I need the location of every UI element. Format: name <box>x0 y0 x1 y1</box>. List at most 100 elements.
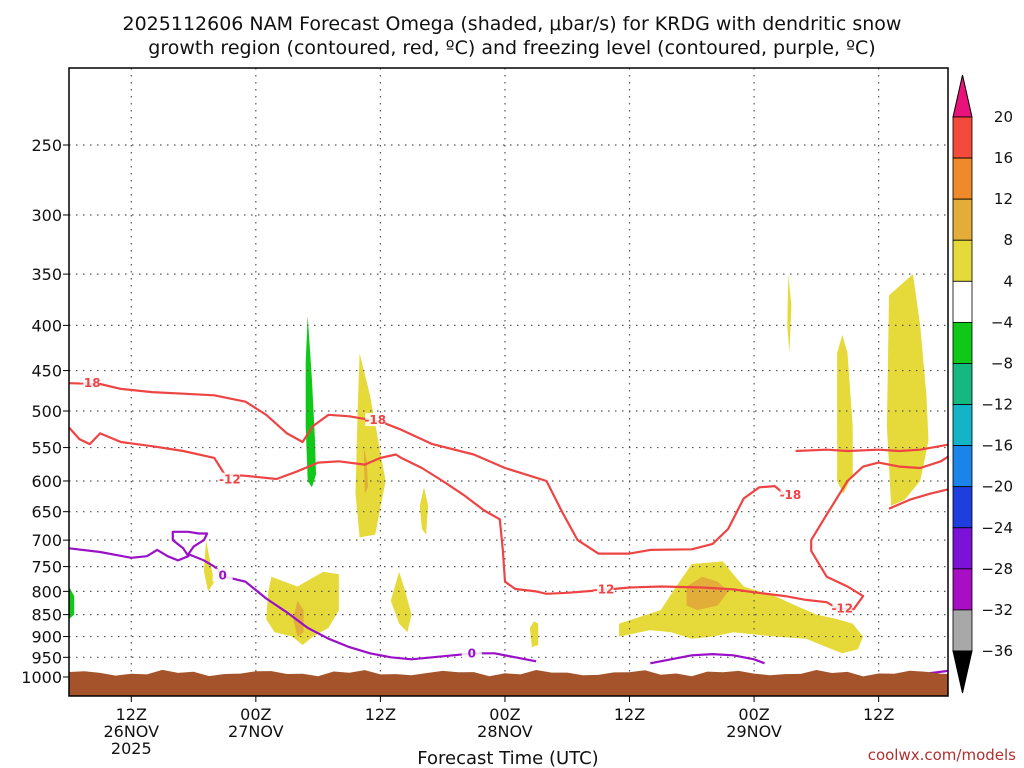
colorbar-bin-9 <box>952 486 973 529</box>
colorbar-label-12: −32 <box>981 601 1013 619</box>
x-tick-label-84-0: 12Z <box>863 705 894 724</box>
colorbar-bin-7 <box>952 404 973 447</box>
y-tick-label-650: 650 <box>31 503 62 522</box>
ground-surface <box>69 669 948 696</box>
dgz-contour-0 <box>69 382 786 555</box>
omega-region-10 <box>619 561 864 654</box>
y-tick-label-450: 450 <box>31 362 62 381</box>
colorbar-bin-4 <box>952 280 973 323</box>
y-tick-label-500: 500 <box>31 402 62 421</box>
x-tick-label-24-1: 27NOV <box>228 722 284 741</box>
colorbar-bin-5 <box>952 321 973 364</box>
y-tick-label-250: 250 <box>31 136 62 155</box>
omega-region-5 <box>419 487 429 535</box>
colorbar-label-13: −36 <box>981 642 1013 660</box>
x-tick-label-12-0: 12Z <box>116 705 147 724</box>
omega-region-6 <box>266 571 339 645</box>
x-tick-label-48-0: 00Z <box>489 705 520 724</box>
x-tick-label-24-0: 00Z <box>240 705 271 724</box>
colorbar-bin-0 <box>952 116 973 159</box>
y-tick-label-700: 700 <box>31 531 62 550</box>
y-tick-label-350: 350 <box>31 265 62 284</box>
x-tick-label-36-0: 12Z <box>365 705 396 724</box>
y-tick-label-550: 550 <box>31 439 62 458</box>
dgz-contour-7 <box>888 488 948 510</box>
omega-region-11 <box>686 576 729 611</box>
dgz-contour-label-3: -12 <box>219 473 241 487</box>
colorbar-label-1: 16 <box>994 149 1013 167</box>
y-tick-label-300: 300 <box>31 206 62 225</box>
colorbar-label-3: 8 <box>1003 231 1013 249</box>
omega-region-8 <box>390 571 412 633</box>
x-axis-label: Forecast Time (UTC) <box>417 748 598 768</box>
freezing-label-bg-1 <box>461 646 482 660</box>
x-tick-label-60-0: 12Z <box>614 705 645 724</box>
dgz-contour-6 <box>795 443 948 453</box>
colorbar-bottom-arrow <box>952 650 973 694</box>
x-tick-label-12-1: 26NOV <box>103 722 159 741</box>
plot-frame <box>68 67 949 697</box>
colorbar-label-2: 12 <box>994 190 1013 208</box>
dgz-label-bg-0 <box>79 376 100 390</box>
colorbar-bin-12 <box>952 609 973 652</box>
plot-area: -18 -18 -18 -12 -12 -12 0 0 250 300 350 400 450 500 55… <box>21 67 949 758</box>
y-tick-label-1000: 1000 <box>21 668 62 687</box>
dgz-label-bg-1 <box>365 413 386 427</box>
colorbar-label-5: −4 <box>991 313 1013 331</box>
chart-title-line-2: growth region (contoured, red, ºC) and f… <box>148 37 875 59</box>
y-tick-label-750: 750 <box>31 558 62 577</box>
x-tick-label-72-1: 29NOV <box>726 722 782 741</box>
dgz-label-bg-4 <box>593 582 614 596</box>
colorbar-bin-10 <box>952 527 973 570</box>
freezing-contour-label-1: 0 <box>468 646 476 660</box>
freezing-contour-0 <box>69 530 537 663</box>
colorbar-label-7: −12 <box>981 396 1013 414</box>
dgz-contour-3 <box>69 426 948 611</box>
colorbar-bin-11 <box>952 568 973 611</box>
colorbar-bin-8 <box>952 445 973 488</box>
colorbar-bin-3 <box>952 239 973 282</box>
chart-title-line-1: 2025112606 NAM Forecast Omega (shaded, μ… <box>123 13 902 35</box>
colorbar-label-11: −28 <box>981 560 1013 578</box>
omega-region-0 <box>203 540 215 592</box>
omega-region-4 <box>363 447 368 494</box>
y-tick-label-800: 800 <box>31 582 62 601</box>
omega-region-14 <box>787 274 792 354</box>
x-tick-label-48-1: 28NOV <box>477 722 533 741</box>
dgz-contour-label-1: -18 <box>364 413 386 427</box>
colorbar-top-arrow <box>952 74 973 118</box>
dgz-contour-label-4: -12 <box>593 582 615 596</box>
omega-region-13 <box>886 274 929 506</box>
x-tick-label-12-2: 2025 <box>111 739 152 758</box>
colorbar-label-0: 20 <box>994 108 1013 126</box>
omega-region-9 <box>529 621 539 648</box>
dgz-label-bg-2 <box>780 487 801 501</box>
freezing-label-bg-0 <box>212 568 233 582</box>
x-tick-label-72-0: 00Z <box>738 705 769 724</box>
y-tick-label-950: 950 <box>31 648 62 667</box>
dgz-label-bg-3 <box>219 472 240 486</box>
colorbar-label-10: −24 <box>981 519 1013 537</box>
omega-region-2 <box>69 586 75 620</box>
dgz-label-bg-5 <box>832 601 853 615</box>
plot-content: -18 -18 -18 -12 -12 -12 0 0 <box>69 68 948 696</box>
colorbar-bin-2 <box>952 198 973 241</box>
y-tick-label-600: 600 <box>31 472 62 491</box>
dgz-contour-label-0: -18 <box>79 376 101 390</box>
dgz-contour-label-2: -18 <box>780 488 802 502</box>
y-tick-label-850: 850 <box>31 606 62 625</box>
colorbar-label-6: −8 <box>991 354 1013 372</box>
freezing-contour-2 <box>650 652 765 665</box>
y-tick-label-400: 400 <box>31 316 62 335</box>
credit-link[interactable]: coolwx.com/models <box>868 746 1016 764</box>
colorbar: 20 16 12 8 4 −4 −8 −12 −16 −20 −24 −28 −32 −36 <box>952 74 1013 694</box>
omega-region-1 <box>305 315 316 488</box>
y-tick-label-900: 900 <box>31 628 62 647</box>
omega-region-3 <box>355 353 386 538</box>
dgz-contour-label-5: -12 <box>831 601 853 615</box>
freezing-contour-label-0: 0 <box>218 569 226 583</box>
colorbar-bin-1 <box>952 157 973 200</box>
colorbar-label-4: 4 <box>1003 272 1013 290</box>
omega-region-7 <box>293 600 304 637</box>
